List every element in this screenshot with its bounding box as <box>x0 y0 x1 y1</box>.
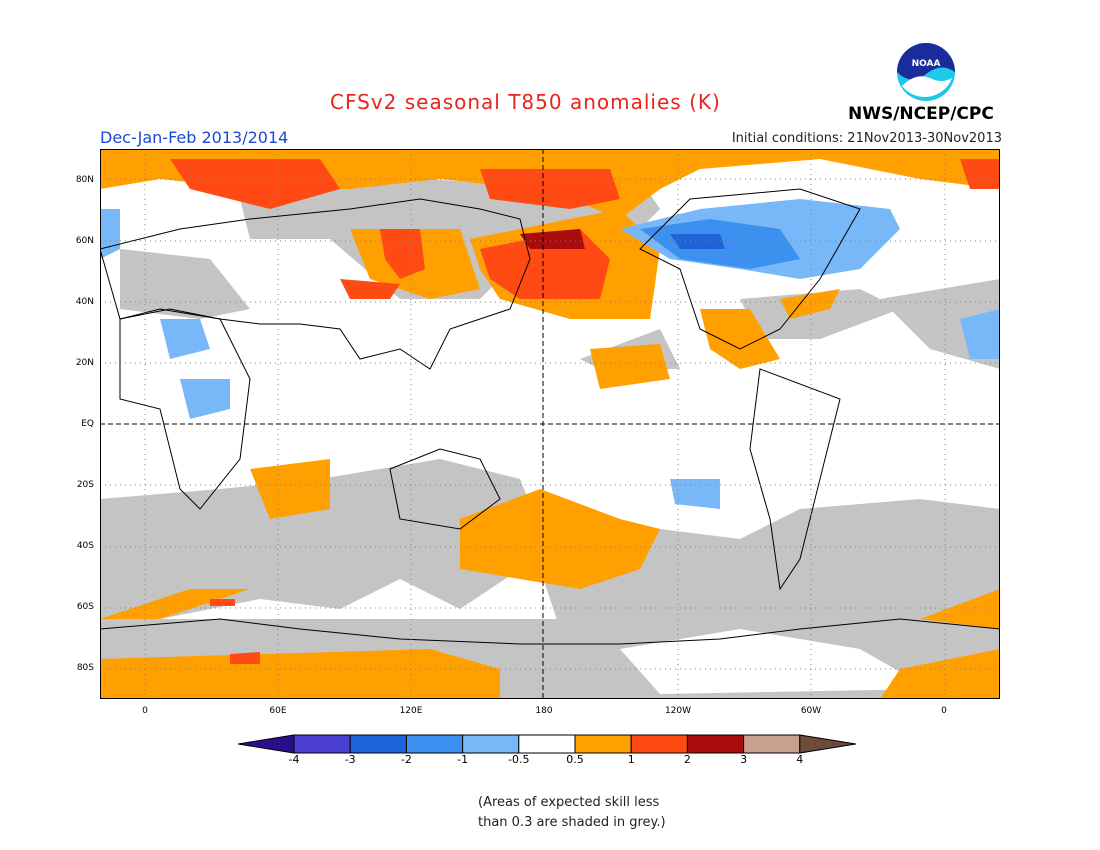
organization-label: NWS/NCEP/CPC <box>848 104 994 124</box>
legend-level-label: 2 <box>683 753 691 766</box>
legend-level-label: 3 <box>740 753 748 766</box>
svg-text:NOAA: NOAA <box>912 59 941 69</box>
lon-label: 120E <box>399 706 423 716</box>
noaa-logo: NOAA <box>897 43 955 101</box>
legend-level-label: -4 <box>288 753 300 766</box>
legend-swatch <box>574 734 632 754</box>
footnote-line: (Areas of expected skill less <box>478 795 660 810</box>
lon-label: 60W <box>800 706 822 716</box>
legend-level-label: -3 <box>344 753 356 766</box>
lon-label: 60E <box>269 706 287 716</box>
lat-label: 20S <box>76 480 94 490</box>
legend-swatch <box>743 734 801 754</box>
lat-label: 40S <box>76 541 94 551</box>
lat-label: EQ <box>81 419 94 429</box>
legend-level-label: -0.5 <box>508 753 530 766</box>
lat-label: 60N <box>75 236 94 246</box>
initial-conditions-label: Initial conditions: 21Nov2013-30Nov2013 <box>731 131 1002 146</box>
legend-swatch <box>349 734 407 754</box>
lat-label: 40N <box>75 297 94 307</box>
grid-lines <box>100 149 1000 699</box>
legend-level-label: 4 <box>796 753 804 766</box>
lat-label: 20N <box>75 358 94 368</box>
lat-label: 80S <box>76 663 94 673</box>
legend-swatch <box>238 734 295 754</box>
legend-level-label: -1 <box>457 753 469 766</box>
legend-swatch <box>686 734 745 754</box>
legend-swatch <box>293 734 351 754</box>
legend-level-label: 1 <box>627 753 635 766</box>
legend-level-label: 0.5 <box>566 753 584 766</box>
legend-swatch <box>405 734 464 754</box>
lon-label: 0 <box>142 706 148 716</box>
legend-swatch <box>518 734 576 754</box>
legend-level-label: -2 <box>400 753 412 766</box>
skill-footnote: (Areas of expected skill less than 0.3 a… <box>478 793 666 833</box>
very-strong-positive-anomaly-areas <box>520 229 585 249</box>
lon-label: 180 <box>535 706 553 716</box>
lat-label: 60S <box>76 602 94 612</box>
lon-label: 120W <box>664 706 692 716</box>
legend-swatch <box>799 734 856 754</box>
anomaly-map <box>100 149 1000 699</box>
map-title: CFSv2 seasonal T850 anomalies (K) <box>330 90 721 114</box>
legend-swatch <box>462 734 520 754</box>
legend-swatch <box>630 734 688 754</box>
season-label: Dec-Jan-Feb 2013/2014 <box>100 128 289 147</box>
lat-label: 80N <box>75 175 94 185</box>
lon-label: 0 <box>941 706 947 716</box>
footnote-line: than 0.3 are shaded in grey.) <box>478 815 666 830</box>
coastlines <box>100 188 1000 645</box>
color-legend <box>238 734 856 754</box>
